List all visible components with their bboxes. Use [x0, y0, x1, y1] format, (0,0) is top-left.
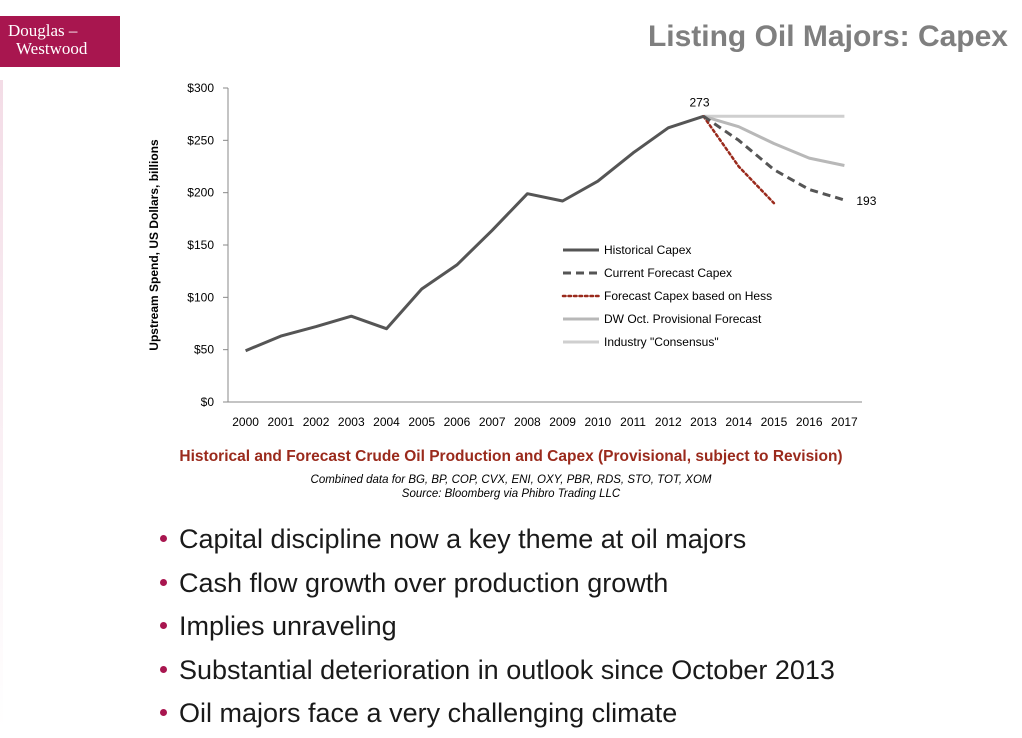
x-tick-label: 2003 [338, 415, 365, 429]
legend-label-0: Historical Capex [604, 243, 691, 257]
left-accent-line [0, 80, 3, 730]
bullet-list: Capital discipline now a key theme at oi… [160, 520, 835, 738]
bullet-item: Oil majors face a very challenging clima… [160, 694, 835, 738]
data-label-1: 193 [856, 194, 876, 208]
legend-label-3: DW Oct. Provisional Forecast [604, 312, 762, 326]
bullet-item: Cash flow growth over production growth [160, 564, 835, 608]
y-axis-title: Upstream Spend, US Dollars, billions [147, 139, 161, 351]
series-line-1 [702, 115, 845, 202]
logo-line-2: Westwood [16, 39, 88, 58]
bullet-item: Substantial deterioration in outlook sin… [160, 651, 835, 695]
x-tick-label: 2013 [690, 415, 717, 429]
legend-label-2: Forecast Capex based on Hess [604, 289, 772, 303]
chart-caption-companies: Combined data for BG, BP, COP, CVX, ENI,… [310, 474, 712, 486]
company-logo: Douglas – Westwood [0, 16, 120, 67]
x-tick-label: 2007 [479, 415, 506, 429]
capex-line-chart: $0 $50 $100 $150 $200 $250 $300 2000 2001 2002 200… [147, 81, 877, 429]
x-tick-label: 2002 [303, 415, 330, 429]
legend-label-4: Industry "Consensus" [604, 335, 719, 349]
x-tick-label: 2015 [761, 415, 788, 429]
bullet-text: Capital discipline now a key theme at oi… [179, 524, 747, 554]
page-title: Listing Oil Majors: Capex [647, 20, 1008, 53]
series-line-0 [245, 114, 704, 353]
y-tick-label: $150 [187, 238, 214, 252]
series-line-3 [703, 114, 845, 167]
x-tick-label: 2004 [373, 415, 400, 429]
x-tick-label: 2017 [831, 415, 858, 429]
x-tick-label: 2012 [655, 415, 682, 429]
chart-caption-title: Historical and Forecast Crude Oil Produc… [179, 448, 843, 465]
y-tick-label: $300 [187, 81, 214, 95]
x-tick-label: 2001 [267, 415, 294, 429]
y-tick-label: $0 [201, 395, 215, 409]
x-tick-label: 2005 [408, 415, 435, 429]
bullet-text: Cash flow growth over production growth [179, 567, 669, 598]
y-tick-label: $200 [187, 186, 214, 200]
logo-line-1: Douglas – [8, 21, 78, 40]
x-tick-label: 2014 [725, 415, 752, 429]
x-tick-label: 2016 [796, 415, 823, 429]
bullet-dot-icon [160, 622, 167, 629]
bullet-item: Capital discipline now a key theme at oi… [160, 520, 835, 564]
x-tick-label: 2006 [444, 415, 471, 429]
chart-caption-source: Source: Bloomberg via Phibro Trading LLC [401, 488, 621, 500]
bullet-dot-icon [160, 709, 167, 716]
y-tick-label: $250 [187, 133, 214, 147]
y-tick-label: $100 [187, 290, 214, 304]
bullet-item: Implies unraveling [160, 607, 835, 651]
series-line-2 [702, 115, 776, 205]
bullet-text: Substantial deterioration in outlook sin… [179, 654, 835, 685]
bullet-text: Implies unraveling [179, 611, 397, 641]
y-tick-label: $50 [194, 343, 214, 357]
bullet-dot-icon [160, 535, 167, 542]
legend-label-1: Current Forecast Capex [604, 266, 732, 280]
x-tick-label: 2010 [584, 415, 611, 429]
bullet-text: Oil majors face a very challenging clima… [179, 698, 678, 728]
x-tick-label: 2008 [514, 415, 541, 429]
x-tick-label: 2000 [232, 415, 259, 429]
data-label-0: 273 [689, 95, 709, 109]
bullet-dot-icon [160, 665, 167, 673]
x-tick-label: 2009 [549, 415, 576, 429]
x-tick-label: 2011 [620, 415, 646, 429]
bullet-dot-icon [160, 578, 167, 586]
